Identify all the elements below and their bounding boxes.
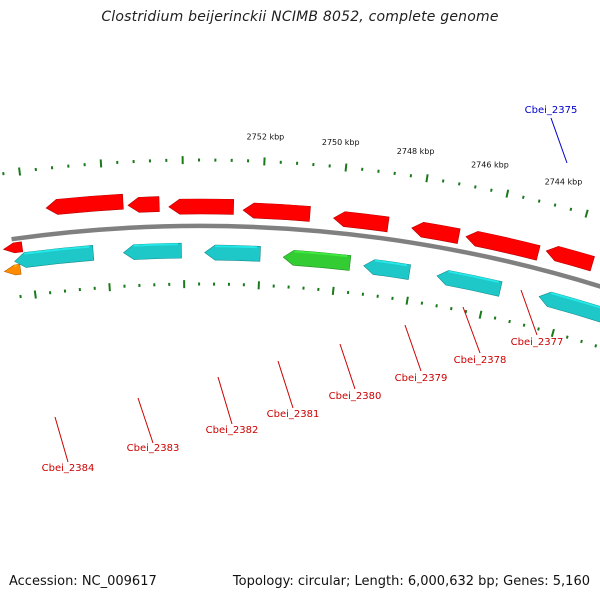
ruler-tick-minor bbox=[490, 188, 493, 192]
inner-tick-minor bbox=[565, 335, 569, 339]
inner-tick-minor bbox=[508, 319, 511, 324]
gene-feature-highlight bbox=[477, 231, 537, 247]
gene-label: Cbei_2381 bbox=[267, 409, 320, 420]
gene-leader-line bbox=[54, 416, 69, 463]
gene-leader-line bbox=[339, 343, 356, 390]
inner-tick-major bbox=[108, 283, 111, 292]
gene-feature-highlight bbox=[13, 242, 19, 245]
gene-label: Cbei_2378 bbox=[454, 355, 507, 366]
inner-tick-minor bbox=[594, 344, 598, 348]
inner-tick-minor bbox=[537, 327, 540, 331]
gene-label: Cbei_2382 bbox=[206, 425, 259, 436]
gene-feature-highlight bbox=[56, 194, 120, 202]
inner-tick-major bbox=[405, 296, 409, 305]
inner-tick-major bbox=[33, 290, 37, 299]
gene-feature-highlight bbox=[138, 196, 156, 200]
ruler-tick-minor bbox=[458, 182, 461, 186]
gene-leader-line bbox=[137, 397, 154, 444]
gene-leader-line bbox=[217, 376, 233, 425]
gene-leader-line bbox=[520, 289, 538, 336]
ruler-tick-major bbox=[505, 189, 510, 198]
gene-leader-line bbox=[462, 306, 481, 354]
inner-tick-minor bbox=[580, 339, 583, 344]
genome-backbone bbox=[11, 223, 600, 289]
ruler-label: 2750 kbp bbox=[322, 138, 360, 147]
ruler-tick-minor bbox=[569, 207, 573, 211]
inner-tick-major bbox=[478, 310, 483, 319]
gene-feature-highlight bbox=[215, 245, 258, 249]
inner-tick-minor bbox=[522, 323, 526, 327]
gene-feature-highlight bbox=[550, 292, 600, 309]
inner-tick-minor bbox=[450, 306, 453, 311]
gene-leader-line bbox=[404, 324, 422, 372]
gene-leader-line bbox=[550, 117, 568, 164]
gene-feature-highlight bbox=[344, 211, 386, 219]
ruler-tick-minor bbox=[521, 195, 525, 199]
gene-label: Cbei_2383 bbox=[127, 443, 180, 454]
gene-label: Cbei_2375 bbox=[525, 105, 578, 116]
gene-feature-highlight bbox=[423, 222, 457, 231]
ruler-tick-major bbox=[584, 209, 589, 218]
ruler-tick-minor bbox=[537, 199, 541, 203]
gene-label: Cbei_2379 bbox=[395, 373, 448, 384]
gene-feature bbox=[538, 291, 600, 323]
gene-feature bbox=[168, 198, 235, 215]
inner-tick-minor bbox=[493, 316, 497, 320]
map-title: Clostridium beijerinckii NCIMB 8052, com… bbox=[101, 9, 499, 25]
gene-feature-highlight bbox=[374, 259, 408, 267]
gene-feature-highlight bbox=[254, 203, 307, 209]
gene-feature-highlight bbox=[448, 270, 499, 283]
ruler-tick-minor bbox=[441, 179, 445, 183]
gene-feature-highlight bbox=[133, 243, 178, 247]
ruler-tick-major bbox=[425, 174, 429, 183]
gene-feature bbox=[436, 270, 503, 297]
ruler-tick-minor bbox=[553, 203, 557, 207]
genome-summary-text: Topology: circular; Length: 6,000,632 bp… bbox=[232, 574, 590, 589]
gene-leader-line bbox=[277, 360, 294, 409]
gene-label: Cbei_2377 bbox=[511, 337, 564, 348]
ruler-label: 2752 kbp bbox=[247, 132, 285, 141]
gene-feature bbox=[3, 263, 22, 276]
gene-feature bbox=[14, 244, 95, 268]
ruler-tick-major bbox=[344, 163, 348, 172]
accession-text: Accession: NC_009617 bbox=[9, 574, 157, 589]
gene-label: Cbei_2384 bbox=[42, 463, 95, 474]
inner-tick-major bbox=[550, 328, 555, 338]
gene-feature-highlight bbox=[558, 246, 592, 258]
gene-label: Cbei_2380 bbox=[329, 391, 382, 402]
gene-feature-highlight bbox=[294, 250, 348, 258]
ruler-label: 2748 kbp bbox=[397, 147, 435, 156]
gene-feature-highlight bbox=[24, 245, 90, 255]
inner-tick-minor bbox=[435, 304, 438, 308]
ruler-tick-major bbox=[18, 167, 22, 176]
ruler-tick-minor bbox=[474, 185, 477, 189]
inner-tick-major bbox=[331, 286, 335, 295]
ruler-label: 2744 kbp bbox=[545, 178, 583, 187]
ruler-label: 2746 kbp bbox=[471, 160, 509, 169]
inner-tick-minor bbox=[420, 301, 424, 305]
ruler-tick-major bbox=[99, 159, 103, 168]
inner-tick-minor bbox=[464, 309, 468, 314]
gene-feature bbox=[2, 241, 24, 254]
